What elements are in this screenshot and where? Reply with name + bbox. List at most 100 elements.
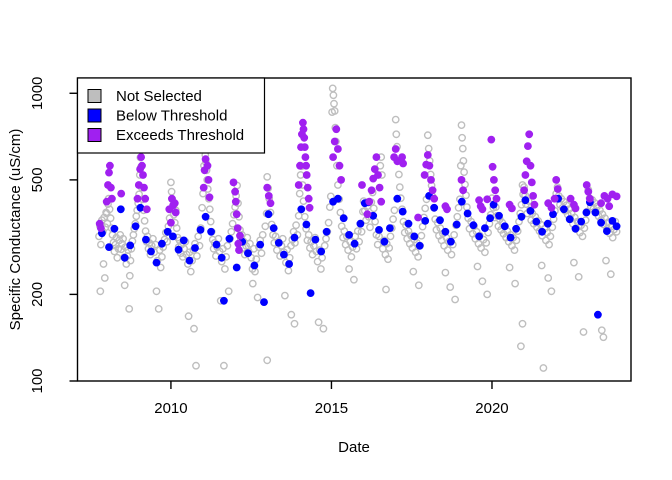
below-threshold-point	[457, 197, 466, 206]
below-threshold-point	[475, 232, 483, 241]
not-selected-point	[391, 115, 400, 124]
below-threshold-point	[375, 226, 383, 234]
not-selected-point	[96, 287, 105, 296]
below-threshold-point	[356, 219, 365, 228]
exceeds-threshold-point	[299, 118, 307, 127]
not-selected-point	[454, 203, 463, 212]
exceeds-threshold-point	[334, 145, 342, 153]
not-selected-point	[114, 244, 123, 253]
not-selected-point	[129, 230, 138, 239]
not-selected-point	[120, 281, 129, 290]
not-selected-point	[178, 252, 187, 261]
legend-entry-exceeds-threshold: Exceeds Threshold	[87, 127, 244, 144]
exceeds-threshold-point	[233, 224, 242, 233]
not-selected-point	[599, 333, 608, 342]
not-selected-point	[483, 290, 492, 299]
exceeds-threshold-point	[423, 151, 432, 159]
below-threshold-point	[436, 216, 444, 225]
exceeds-threshold-point	[491, 186, 500, 195]
exceeds-threshold-point	[459, 186, 467, 195]
not-selected-point	[122, 260, 131, 268]
not-selected-point	[400, 228, 409, 237]
below-threshold-point	[591, 208, 600, 217]
exceeds-threshold-point	[488, 162, 497, 171]
not-selected-point	[318, 253, 326, 262]
not-selected-point	[292, 221, 300, 230]
below-threshold-point	[334, 194, 342, 203]
not-selected-point	[184, 312, 193, 321]
below-threshold-point	[142, 235, 150, 244]
exceeds-threshold-point	[597, 199, 605, 208]
exceeds-threshold-point	[399, 159, 407, 168]
exceeds-threshold-point	[201, 155, 210, 164]
plot-frame	[76, 77, 632, 382]
exceeds-threshold-point	[358, 181, 366, 189]
not-selected-point	[409, 267, 418, 276]
below-threshold-point	[441, 227, 450, 236]
not-selected-point	[223, 241, 232, 250]
not-selected-point	[417, 231, 426, 240]
legend-entry-not-selected: Not Selected	[87, 88, 202, 105]
not-selected-point	[349, 275, 358, 284]
not-selected-point	[100, 274, 109, 282]
below-threshold-point	[603, 227, 611, 236]
exceeds-threshold-point	[141, 194, 150, 203]
exceeds-threshold-point	[266, 199, 275, 208]
exceeds-threshold-point	[106, 161, 114, 170]
not-selected-point	[263, 172, 272, 181]
not-selected-point	[369, 204, 378, 213]
below-threshold-point	[489, 200, 498, 209]
below-threshold-point	[597, 218, 605, 227]
below-threshold-point	[174, 245, 183, 254]
not-selected-point	[258, 230, 267, 239]
x-axis-title: Date	[338, 439, 370, 456]
not-selected-point	[336, 208, 345, 217]
exceeds-threshold-point	[204, 176, 213, 184]
below-threshold-point	[398, 207, 407, 216]
y-axis-tick-label: 1000	[29, 77, 46, 110]
not-selected-point	[263, 356, 272, 365]
not-selected-point	[248, 279, 257, 288]
below-threshold-point	[120, 253, 129, 262]
not-selected-point	[284, 266, 293, 275]
not-selected-point	[478, 277, 487, 286]
not-selected-point	[190, 324, 198, 333]
exceeds-threshold-point	[375, 183, 384, 192]
not-selected-point	[366, 223, 374, 232]
below-threshold-point	[290, 233, 299, 242]
exceeds-threshold-point	[302, 161, 310, 170]
below-threshold-point	[217, 253, 226, 262]
exceeds-threshold-point	[235, 246, 243, 255]
exceeds-threshold-swatch-icon	[87, 128, 102, 142]
below-threshold-point	[345, 231, 353, 239]
not-selected-point	[414, 281, 423, 290]
below-threshold-point	[250, 261, 259, 270]
below-threshold-point	[274, 239, 283, 247]
not-selected-point	[228, 219, 237, 228]
below-threshold-point	[415, 241, 424, 250]
exceeds-threshold-point	[586, 194, 594, 203]
exceeds-threshold-point	[428, 186, 437, 195]
not-selected-point	[322, 234, 330, 243]
below-threshold-point	[179, 236, 188, 245]
exceeds-threshold-point	[142, 205, 151, 214]
below-threshold-point	[430, 203, 439, 212]
points-layer	[95, 84, 621, 372]
below-threshold-point	[512, 224, 520, 233]
not-selected-point	[389, 215, 397, 224]
below-threshold-point	[225, 234, 234, 243]
not-selected-point	[280, 291, 289, 300]
exceeds-threshold-point	[108, 194, 116, 203]
below-threshold-point	[207, 227, 216, 236]
below-threshold-point	[608, 217, 617, 225]
not-selected-point	[443, 246, 452, 255]
x-axis-tick-label: 2010	[154, 400, 187, 417]
exceeds-threshold-point	[170, 199, 179, 208]
exceeds-threshold-point	[303, 183, 312, 192]
not-selected-point	[394, 170, 403, 179]
not-selected-point	[353, 227, 362, 236]
not-selected-point	[304, 230, 313, 239]
not-selected-point	[395, 183, 404, 192]
not-selected-point	[511, 279, 519, 288]
